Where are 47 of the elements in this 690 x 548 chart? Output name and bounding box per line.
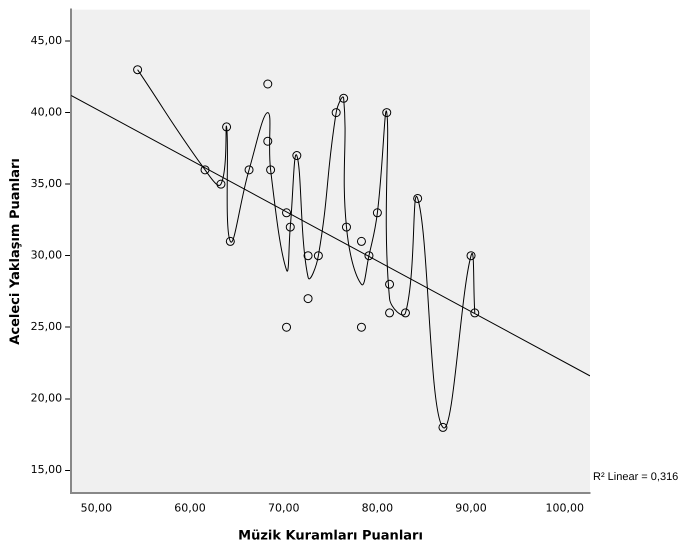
point [385,308,394,318]
y-axis-title: Aceleci Yaklaşım Puanları [8,158,24,345]
point [266,165,276,174]
point [314,251,323,260]
point [364,251,374,260]
y-tick-label: 15,00 [30,463,62,476]
point [263,136,272,146]
x-axis-title: Müzik Kuramları Puanları [238,528,423,544]
x-tick-label: 90,00 [455,502,487,515]
y-tick-label: 35,00 [30,177,62,190]
point [413,194,422,203]
point [216,180,226,189]
point [332,108,341,118]
x-tick-label: 100,00 [545,502,584,515]
point [282,208,292,218]
point [339,94,348,103]
point [244,165,254,174]
point [470,308,480,318]
point [342,222,351,232]
point [222,122,232,132]
y-tick-label: 30,00 [30,248,62,262]
point [200,165,210,174]
point [292,151,302,160]
y-tick-label: 40,00 [30,105,62,118]
point [356,322,366,332]
point [263,80,272,88]
y-tick-label: 25,00 [30,320,62,334]
point [282,322,292,332]
point [356,236,366,246]
point [385,280,394,289]
point [382,108,392,118]
x-tick-label: 60,00 [174,502,206,515]
point [466,251,476,260]
y-tick-label: 45,00 [30,34,62,47]
x-tick-label: 80,00 [362,502,394,515]
y-tick-label: 20,00 [30,392,62,405]
point [304,294,313,304]
x-tick-label: 50,00 [80,502,112,515]
text: R² Linear = 0,316 [593,471,678,484]
x-tick-label: 70,00 [268,502,300,515]
point [304,251,313,260]
point [372,208,382,218]
point [400,308,410,318]
point [286,222,295,232]
point [226,236,235,246]
point [133,65,142,74]
point [438,422,448,432]
